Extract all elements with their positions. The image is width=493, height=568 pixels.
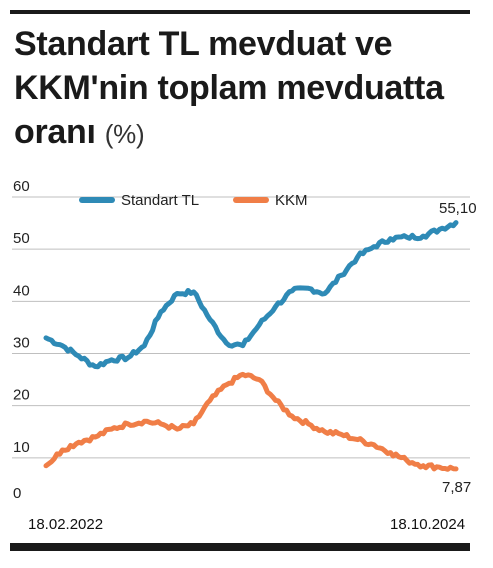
series-line-kkm	[43, 371, 459, 472]
legend-label-standart-tl: Standart TL	[121, 192, 199, 209]
y-tick-label-50: 50	[13, 230, 30, 247]
series-line-standart-tl	[43, 220, 459, 370]
x-start-label: 18.02.2022	[28, 516, 103, 533]
y-axis-ticks: 0 10 20 30 40 50 60	[13, 178, 30, 502]
bottom-rule	[10, 543, 470, 551]
end-label-standart-tl: 55,10	[439, 200, 477, 217]
top-rule	[10, 10, 470, 14]
y-tick-label-60: 60	[13, 178, 30, 195]
y-tick-label-20: 20	[13, 387, 30, 404]
legend-label-kkm: KKM	[275, 192, 308, 209]
chart-title: Standart TL mevduat ve KKM'nin toplam me…	[14, 22, 464, 156]
end-label-kkm: 7,87	[442, 479, 471, 496]
y-tick-label-40: 40	[13, 282, 30, 299]
legend: Standart TL KKM	[79, 192, 308, 209]
series-lines	[43, 220, 459, 472]
x-end-label: 18.10.2024	[390, 516, 465, 533]
chart-title-unit: (%)	[104, 119, 145, 149]
y-tick-label-0: 0	[13, 485, 21, 502]
y-tick-label-10: 10	[13, 439, 30, 456]
chart-title-main: Standart TL mevduat ve KKM'nin toplam me…	[14, 25, 444, 151]
y-tick-label-30: 30	[13, 335, 30, 352]
